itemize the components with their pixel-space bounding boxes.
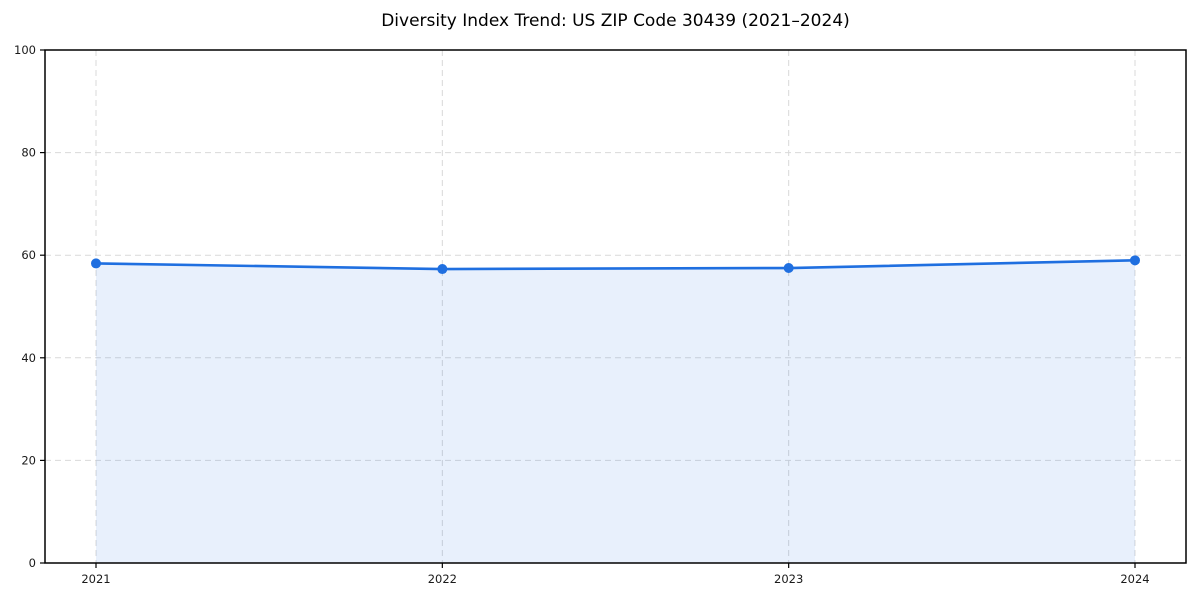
y-tick-label: 20 [21, 453, 36, 467]
x-tick-label: 2022 [428, 572, 457, 586]
x-tick-label: 2021 [81, 572, 110, 586]
chart-title: Diversity Index Trend: US ZIP Code 30439… [381, 11, 850, 31]
data-point-marker [783, 263, 794, 274]
trend-line [94, 259, 1137, 271]
y-tick-label: 80 [21, 146, 36, 160]
y-tick-label: 100 [14, 43, 36, 57]
x-tick-label: 2023 [774, 572, 803, 586]
x-tick-label: 2024 [1120, 572, 1149, 586]
data-point-marker [437, 264, 448, 275]
y-tick-label: 0 [29, 556, 36, 570]
axes-spines [44, 49, 1187, 564]
data-point-marker [1130, 255, 1140, 266]
data-point-marker [91, 258, 101, 269]
y-tick-label: 60 [21, 248, 36, 262]
y-tick-label: 40 [21, 351, 36, 365]
area-fill [96, 260, 1135, 563]
